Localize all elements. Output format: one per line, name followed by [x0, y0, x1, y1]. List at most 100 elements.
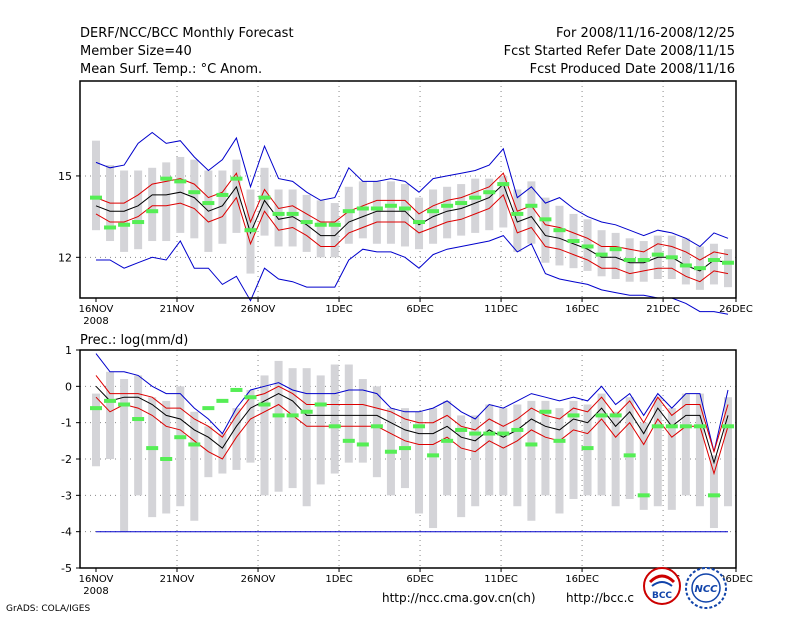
refer-date-label: Fcst Started Refer Date 2008/11/15 — [503, 44, 735, 59]
member-marker — [581, 446, 594, 451]
ensemble-box — [246, 389, 255, 463]
member-marker — [525, 203, 538, 208]
member-marker — [90, 195, 102, 200]
ncc-logo: NCC — [685, 567, 727, 609]
ensemble-lower-line — [95, 194, 729, 283]
plot-frame — [79, 80, 737, 299]
ensemble-box — [541, 197, 550, 263]
member-marker — [693, 266, 706, 271]
ensemble-box — [555, 408, 564, 514]
x-tick-label: 26DEC — [719, 574, 753, 585]
ensemble-box — [218, 170, 227, 244]
x-tick-label: 26NOV — [241, 304, 276, 315]
member-marker — [609, 413, 622, 418]
x-tick-label: 11DEC — [484, 304, 518, 315]
member-marker — [90, 406, 102, 411]
y-tick-label: -4 — [61, 526, 72, 539]
member-size-label: Member Size=40 — [80, 44, 192, 59]
member-marker — [707, 258, 720, 263]
member-marker — [441, 438, 454, 443]
member-marker — [230, 176, 243, 181]
ensemble-box — [92, 393, 100, 467]
member-marker — [497, 431, 510, 436]
ensemble-box — [555, 205, 564, 266]
ensemble-box — [597, 393, 606, 496]
x-tick-label: 26DEC — [719, 304, 753, 315]
ensemble-box — [106, 371, 115, 459]
ensemble-box — [302, 368, 311, 507]
member-marker — [104, 398, 117, 403]
member-marker — [539, 217, 552, 222]
temperature-panel: 12 15 16NOV 21NOV 26NOV 1DEC 6DEC 11DEC 16DEC 21D… — [58, 80, 753, 327]
member-marker — [328, 424, 341, 429]
member-marker — [525, 442, 538, 447]
member-marker — [104, 225, 117, 230]
ensemble-box — [569, 400, 578, 499]
x-tick-label: 6DEC — [406, 304, 433, 315]
member-marker — [202, 201, 215, 206]
y-tick-label: 1 — [65, 344, 72, 357]
member-marker — [216, 398, 229, 403]
y-tick-label: -3 — [61, 489, 72, 502]
member-marker — [469, 195, 482, 200]
ensemble-box — [400, 184, 409, 247]
member-marker — [483, 431, 496, 436]
member-marker — [693, 424, 706, 429]
ensemble-box — [709, 243, 718, 285]
member-marker — [286, 413, 299, 418]
member-marker — [722, 260, 734, 265]
ensemble-box — [148, 397, 157, 518]
ensemble-box — [471, 415, 480, 507]
bcc-url-link[interactable]: http://bcc.c — [566, 591, 634, 605]
ensemble-box — [667, 408, 676, 510]
ensemble-lower-line — [95, 396, 729, 476]
ensemble-box — [344, 364, 353, 463]
ensemble-box — [232, 159, 241, 233]
x-tick-label: 21NOV — [160, 304, 195, 315]
member-marker — [118, 222, 131, 227]
member-marker — [356, 206, 369, 211]
ensemble-box — [92, 140, 100, 231]
member-marker — [623, 258, 636, 263]
ensemble-box — [681, 393, 690, 496]
ensemble-box — [724, 397, 732, 507]
ensemble-box — [429, 408, 438, 529]
ensemble-box — [499, 175, 508, 228]
member-marker — [342, 209, 355, 214]
member-marker — [413, 220, 426, 225]
ensemble-box — [499, 408, 508, 496]
member-marker — [356, 442, 369, 447]
member-marker — [679, 263, 692, 268]
ensemble-box — [344, 186, 353, 244]
ensemble-box — [372, 181, 381, 244]
member-marker — [595, 252, 608, 257]
x-tick-label: 16DEC — [565, 574, 599, 585]
member-marker — [609, 247, 622, 252]
x-year-label: 2008 — [83, 316, 108, 327]
member-marker — [188, 442, 201, 447]
chart-title: DERF/NCC/BCC Monthly Forecast — [80, 26, 294, 41]
ensemble-upper-line — [95, 172, 729, 261]
member-marker — [188, 190, 201, 195]
x-tick-label: 16DEC — [565, 304, 599, 315]
member-marker — [455, 201, 468, 206]
member-marker — [483, 190, 496, 195]
member-marker — [511, 211, 524, 216]
member-marker — [146, 446, 159, 451]
member-marker — [665, 255, 678, 260]
member-marker — [413, 424, 426, 429]
member-marker — [314, 222, 327, 227]
ensemble-box — [134, 170, 143, 250]
y-tick-label: -5 — [61, 562, 72, 575]
x-tick-label: 21NOV — [160, 574, 195, 585]
ensemble-box — [681, 238, 690, 285]
ensemble-box — [695, 393, 704, 507]
ncc-url-link[interactable]: http://ncc.cma.gov.cn(ch) — [382, 591, 536, 605]
ncc-logo-text: NCC — [694, 584, 718, 595]
member-marker — [469, 431, 482, 436]
ensemble-box — [372, 386, 381, 478]
ensemble-mean-line — [95, 385, 729, 465]
member-marker — [342, 438, 355, 443]
member-marker — [258, 402, 271, 407]
